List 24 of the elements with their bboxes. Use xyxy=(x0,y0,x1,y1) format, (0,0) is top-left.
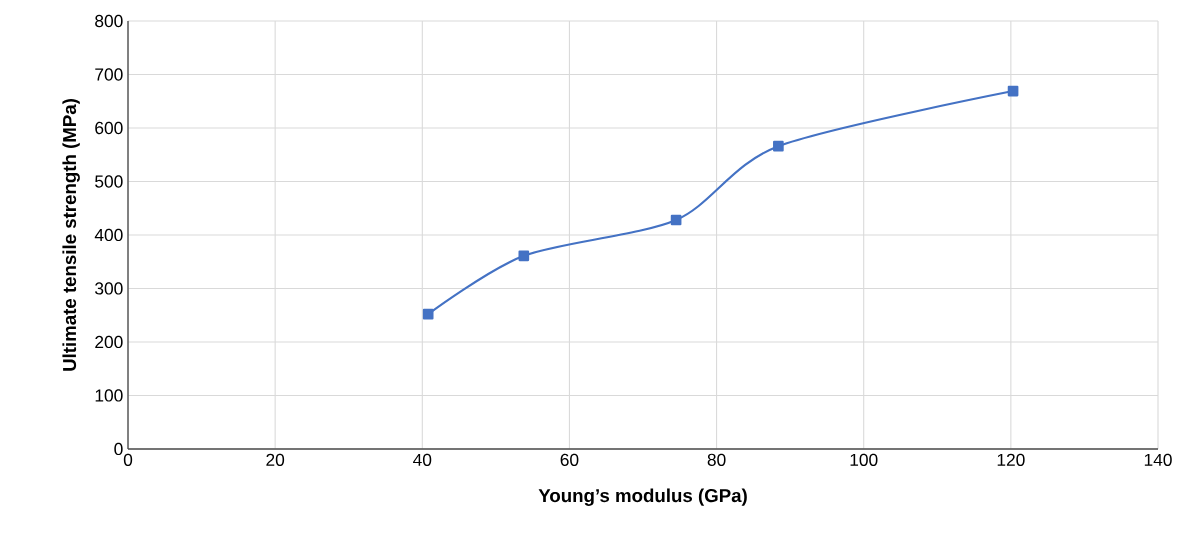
point xyxy=(773,140,784,152)
point xyxy=(1007,85,1019,97)
x-axis-title: Young’s modulus (GPa) xyxy=(538,488,747,506)
x-tick-label: 80 xyxy=(707,453,726,466)
y-tick-label: 300 xyxy=(95,282,123,295)
y-tick-label: 600 xyxy=(95,121,123,135)
point xyxy=(422,308,434,320)
y-tick-label: 200 xyxy=(95,335,123,349)
y-tick-label: 400 xyxy=(94,228,123,242)
x-tick-label: 20 xyxy=(266,453,285,466)
y-tick-label: 700 xyxy=(95,68,123,81)
y-tick-label: 800 xyxy=(95,14,123,28)
point xyxy=(518,250,530,262)
y-tick-label: 0 xyxy=(114,442,123,456)
y-axis-title: Ultimate tensile strength (MPa) xyxy=(62,99,80,371)
x-tick-label: 140 xyxy=(1144,453,1172,466)
x-tick-label: 120 xyxy=(997,453,1025,466)
point xyxy=(670,214,682,226)
x-tick-label: 100 xyxy=(850,453,878,466)
y-tick-label: 100 xyxy=(95,389,123,402)
x-tick-label: 40 xyxy=(413,453,432,466)
x-tick-label: 60 xyxy=(560,453,579,466)
x-tick-label: 0 xyxy=(123,453,133,466)
y-tick-label: 500 xyxy=(95,175,123,188)
